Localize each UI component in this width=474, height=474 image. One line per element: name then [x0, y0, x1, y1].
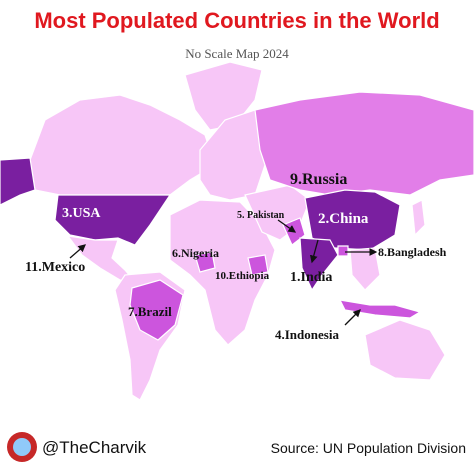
country-label: 8.Bangladesh: [378, 245, 447, 259]
footer: @TheCharvik Source: UN Population Divisi…: [7, 432, 466, 462]
arrows: [69, 219, 378, 326]
country-label: 10.Ethiopia: [215, 270, 270, 282]
country-label: 9.Russia: [290, 171, 347, 188]
logo: [13, 438, 31, 456]
country-label: 6.Nigeria: [172, 246, 219, 260]
country-label: 1.India: [290, 270, 332, 285]
country-label: 2.China: [318, 211, 369, 227]
country-label: 7.Brazil: [128, 304, 172, 319]
world-map: [0, 61, 474, 401]
handle: @TheCharvik: [42, 438, 147, 457]
source: Source: UN Population Division: [271, 440, 466, 456]
country-label: 11.Mexico: [25, 260, 85, 275]
subtitle: No Scale Map 2024: [185, 46, 289, 61]
country-label: 5. Pakistan: [237, 210, 285, 221]
country-label: 3.USA: [62, 206, 101, 221]
country-label: 4.Indonesia: [275, 327, 339, 342]
title: Most Populated Countries in the World: [34, 8, 439, 33]
